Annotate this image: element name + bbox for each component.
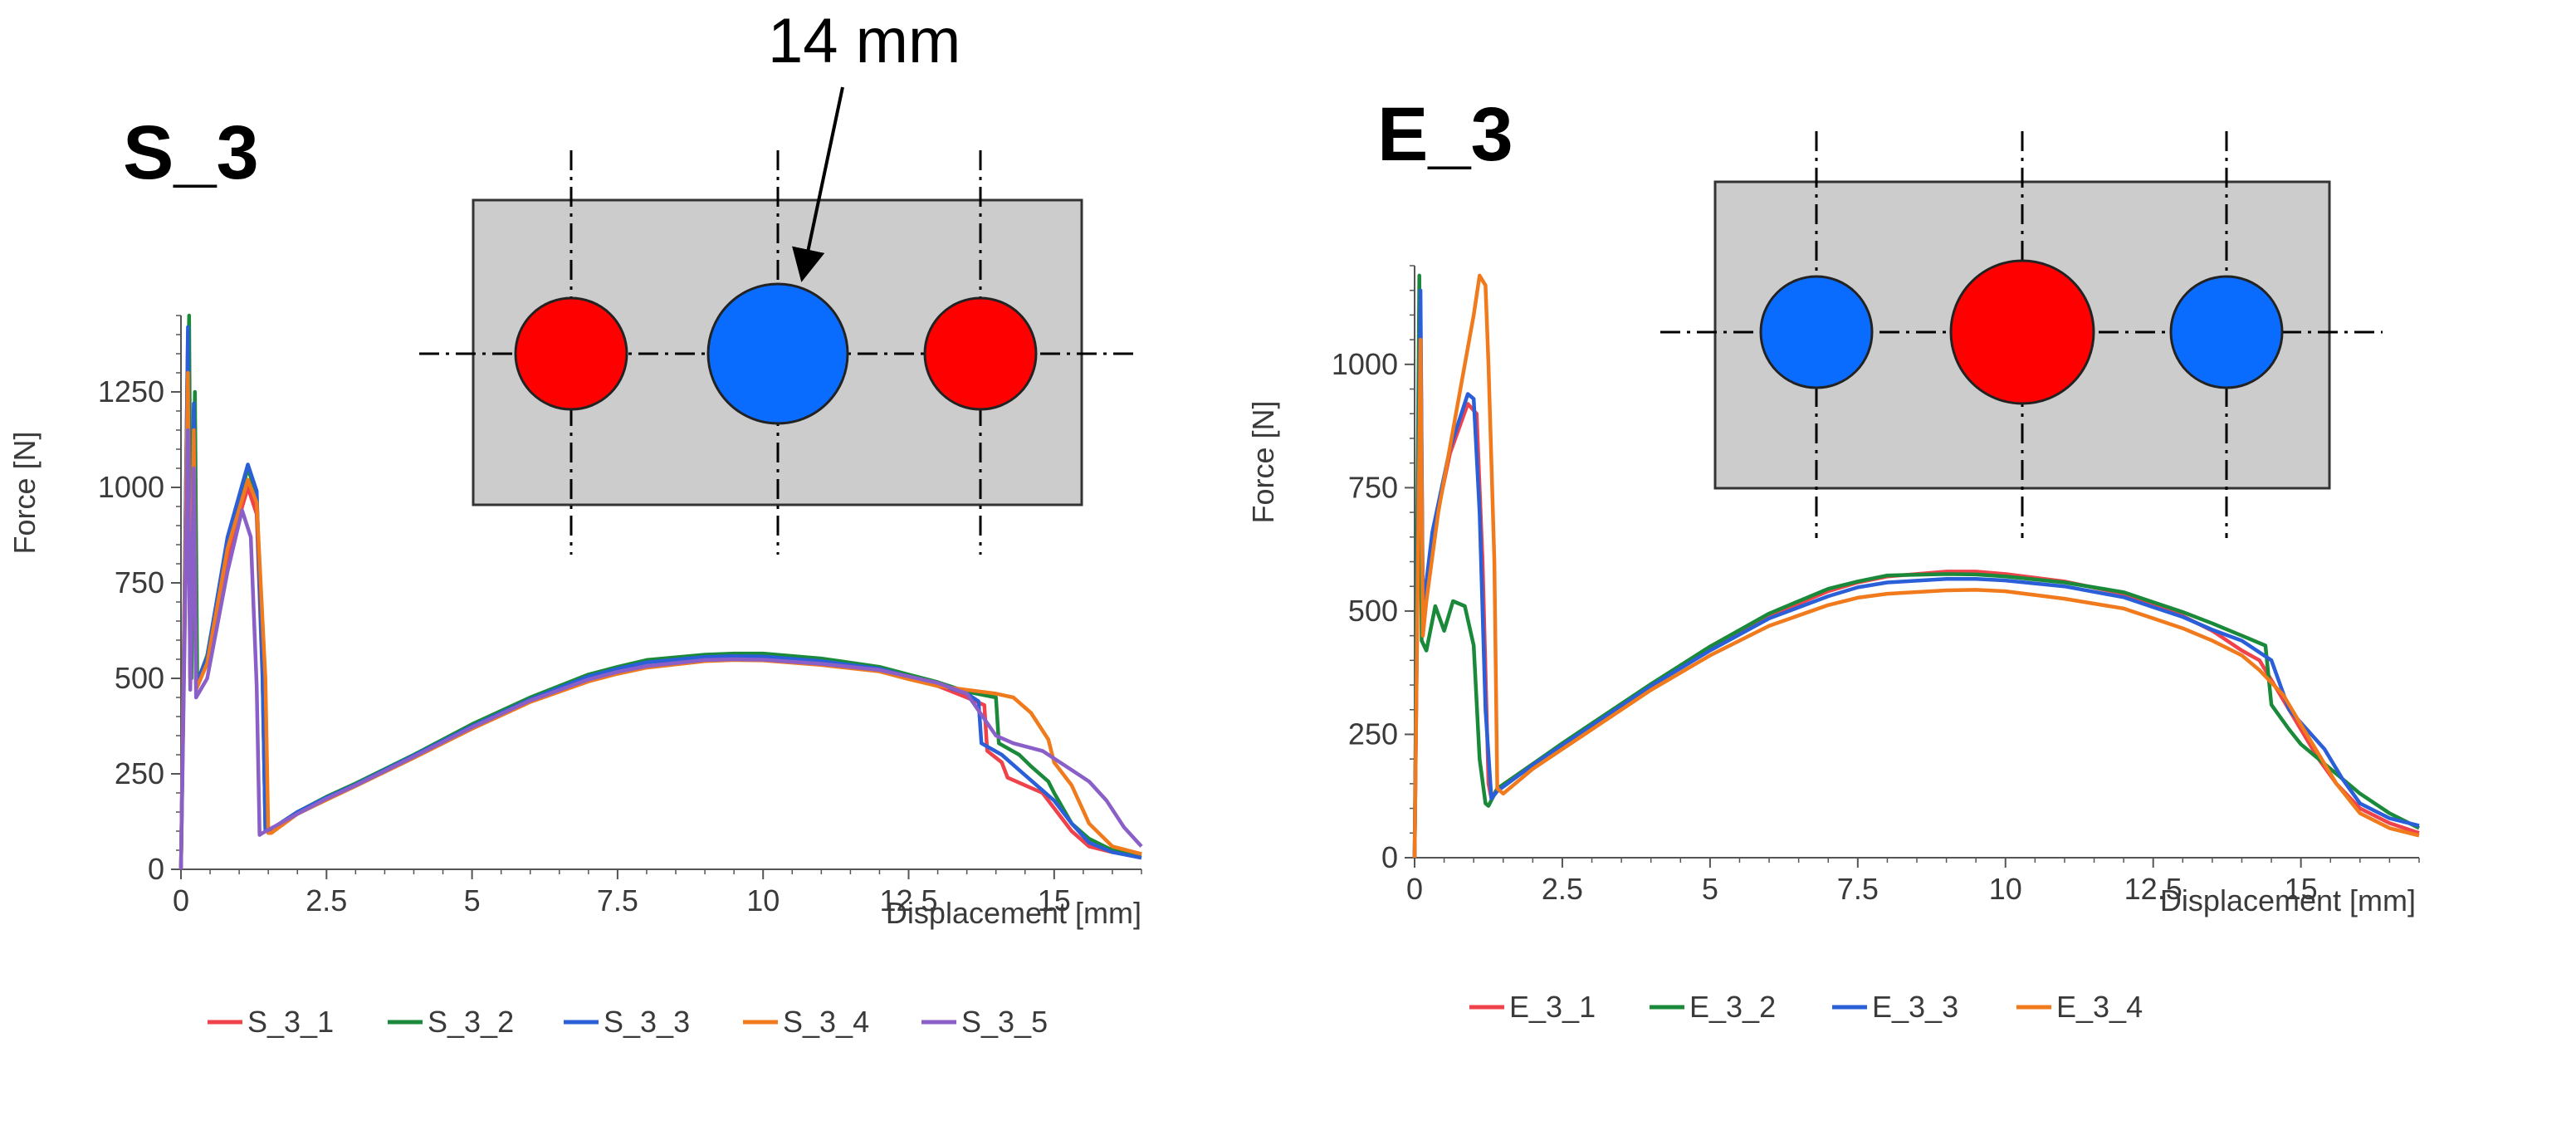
- y-tick-label: 1000: [1332, 347, 1398, 381]
- series-line-e-3-4: [1412, 273, 2420, 859]
- legend-label: E_3_2: [1689, 990, 1776, 1024]
- legend-label: E_3_4: [2056, 990, 2143, 1024]
- y-axis-label: Force [N]: [1246, 400, 1280, 523]
- x-tick-label: 15: [2285, 872, 2318, 906]
- x-tick-label: 7.5: [597, 883, 638, 917]
- x-tick-label: 15: [1038, 883, 1071, 917]
- series-line-s-3-5: [178, 428, 1143, 870]
- x-axis-label: Displacement [mm]: [886, 896, 1141, 930]
- plate-diagram-e3: [1660, 131, 2383, 538]
- x-tick-label: 0: [1406, 872, 1423, 906]
- legend-item[interactable]: E_3_2: [1650, 990, 1776, 1024]
- y-tick-label: 750: [1348, 470, 1398, 504]
- y-tick-label: 0: [1381, 840, 1398, 874]
- legend-label: S_3_5: [961, 1005, 1048, 1039]
- legend-label: E_3_1: [1509, 990, 1596, 1024]
- chart-title: S_3: [123, 110, 259, 195]
- chart-panel-s3: S_3 0 250 500 750 1000 1250 0 2.5 5 7.5 10 12.5 15 For…: [7, 110, 1143, 1039]
- y-tick-label: 0: [148, 852, 164, 886]
- y-axis-label: Force [N]: [7, 431, 42, 554]
- y-tick-label: 250: [115, 756, 164, 790]
- x-tick-label: 5: [464, 883, 481, 917]
- x-tick-label: 2.5: [306, 883, 347, 917]
- x-tick-label: 0: [173, 883, 189, 917]
- legend-item[interactable]: E_3_1: [1469, 990, 1596, 1024]
- chart-title: E_3: [1377, 92, 1513, 177]
- y-tick-label: 750: [115, 565, 164, 599]
- x-tick-label: 12.5: [879, 883, 937, 917]
- y-tick-label: 500: [115, 661, 164, 695]
- legend-item[interactable]: S_3_5: [921, 1005, 1048, 1039]
- legend-item[interactable]: E_3_4: [2016, 990, 2143, 1024]
- legend-item[interactable]: E_3_3: [1832, 990, 1958, 1024]
- legend-label: S_3_4: [783, 1005, 869, 1039]
- x-tick-label: 5: [1702, 872, 1718, 906]
- hole-left: [514, 296, 628, 411]
- x-axis-label: Displacement [mm]: [2160, 883, 2416, 917]
- legend-label: S_3_1: [247, 1005, 334, 1039]
- legend-item[interactable]: S_3_1: [208, 1005, 334, 1039]
- hole-right: [923, 296, 1038, 411]
- y-tick-label: 500: [1348, 594, 1398, 628]
- callout-arrow: [792, 86, 844, 282]
- series-line-s-3-3: [178, 325, 1142, 870]
- x-tick-label: 2.5: [1542, 872, 1583, 906]
- legend-label: S_3_3: [604, 1005, 690, 1039]
- hole-center: [1949, 259, 2095, 405]
- x-tick-label: 7.5: [1837, 872, 1879, 906]
- legend-item[interactable]: S_3_4: [743, 1005, 869, 1039]
- series-line-e-3-2: [1412, 273, 2421, 859]
- y-tick-label: 250: [1348, 717, 1398, 751]
- y-tick-label: 1000: [98, 470, 164, 504]
- legend-label: E_3_3: [1872, 990, 1958, 1024]
- callout-label: 14 mm: [768, 6, 961, 76]
- x-tick-label: 10: [1989, 872, 2022, 906]
- hole-left: [1759, 275, 1874, 389]
- legend-item[interactable]: S_3_2: [388, 1005, 514, 1039]
- x-tick-label: 12.5: [2124, 872, 2183, 906]
- y-tick-label: 1250: [98, 374, 164, 409]
- hole-right: [2169, 275, 2284, 389]
- plate-diagram-s3: 14 mm: [419, 6, 1136, 555]
- legend-label: S_3_2: [428, 1005, 514, 1039]
- hole-center: [706, 282, 849, 425]
- x-tick-label: 10: [746, 883, 780, 917]
- legend-item[interactable]: S_3_3: [564, 1005, 690, 1039]
- chart-panel-e3: E_3 0 250 500 750 1000 0 2.5 5 7.5 10 12.5 15 Force […: [1246, 92, 2421, 1024]
